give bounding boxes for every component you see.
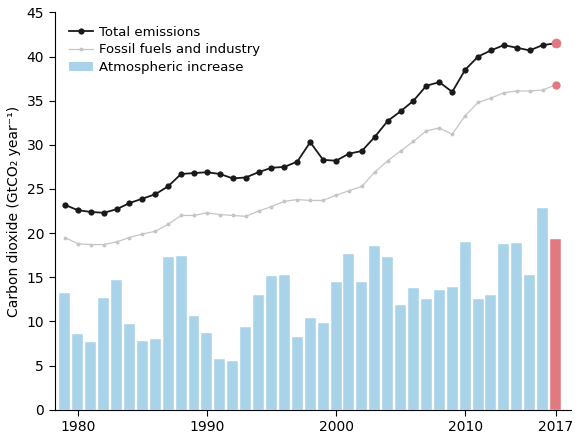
Bar — [498, 244, 509, 410]
Bar — [227, 361, 238, 410]
Bar — [124, 324, 135, 410]
Bar — [356, 282, 367, 410]
Bar — [331, 282, 342, 410]
Bar — [447, 287, 457, 410]
Bar — [163, 257, 173, 410]
Bar — [343, 254, 354, 410]
Bar — [485, 295, 496, 410]
Bar — [292, 337, 303, 410]
Bar — [137, 341, 148, 410]
Bar — [524, 276, 535, 410]
Bar — [150, 339, 161, 410]
Bar — [111, 280, 122, 410]
Bar — [512, 243, 522, 410]
Bar — [189, 316, 200, 410]
Bar — [434, 290, 445, 410]
Bar — [85, 342, 96, 410]
Bar — [201, 333, 212, 410]
Bar — [460, 242, 471, 410]
Bar — [382, 257, 393, 410]
Bar — [98, 298, 109, 410]
Bar — [408, 288, 419, 410]
Bar — [369, 247, 380, 410]
Y-axis label: Carbon dioxide (GtCO₂ year⁻¹): Carbon dioxide (GtCO₂ year⁻¹) — [7, 105, 21, 317]
Bar — [59, 293, 70, 410]
Bar — [279, 275, 290, 410]
Bar — [266, 277, 277, 410]
Bar — [214, 359, 225, 410]
Bar — [550, 239, 561, 410]
Bar — [421, 299, 432, 410]
Bar — [318, 323, 329, 410]
Bar — [537, 209, 548, 410]
Bar — [240, 327, 251, 410]
Bar — [305, 318, 315, 410]
Bar — [473, 299, 484, 410]
Legend: Total emissions, Fossil fuels and industry, Atmospheric increase: Total emissions, Fossil fuels and indust… — [66, 23, 263, 77]
Bar — [72, 334, 83, 410]
Bar — [253, 295, 264, 410]
Bar — [176, 256, 187, 410]
Bar — [395, 305, 406, 410]
